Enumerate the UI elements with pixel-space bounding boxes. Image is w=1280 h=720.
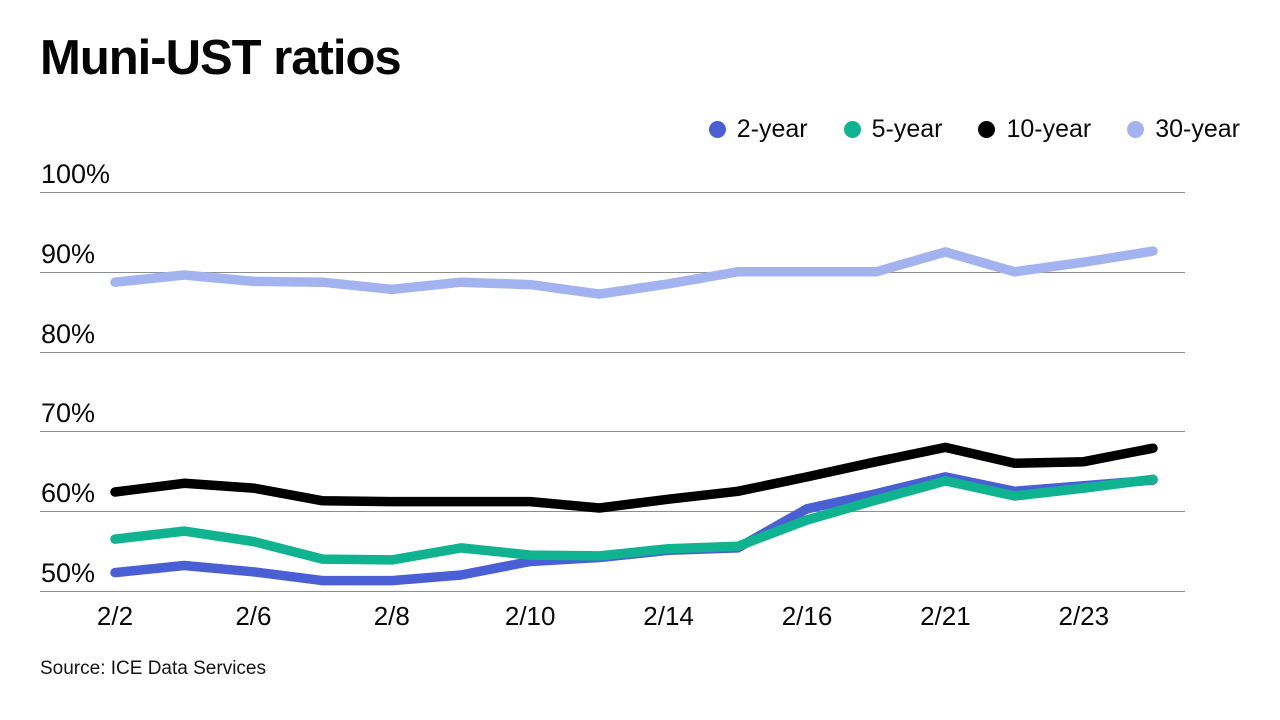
x-axis-label: 2/21 [920, 601, 971, 631]
x-axis-label: 2/6 [235, 601, 272, 631]
series-line-5-year [110, 474, 1158, 565]
gridline [40, 271, 1185, 273]
series-line-30-year [110, 246, 1158, 299]
y-axis-label: 50% [41, 558, 96, 588]
legend-dot-icon [843, 120, 861, 138]
x-axis-label: 2/2 [96, 601, 134, 631]
legend-label: 10-year [1006, 114, 1092, 143]
gridline [40, 351, 1185, 353]
legend-dot-icon [708, 120, 726, 138]
y-axis-label: 100% [41, 159, 111, 189]
y-axis-label: 70% [41, 398, 96, 429]
y-axis-label: 60% [41, 478, 96, 509]
x-axis-label: 2/23 [1058, 601, 1110, 631]
gridline [40, 431, 1185, 433]
legend-item-2-year: 2-year [708, 114, 808, 144]
legend-dot-icon [978, 120, 996, 138]
legend-item-5-year: 5-year [843, 114, 943, 144]
chart-legend: 2-year 5-year 10-year 30-year [708, 112, 1240, 146]
y-axis-label: 80% [41, 318, 96, 349]
chart-title: Muni-UST ratios [40, 31, 402, 85]
legend-label: 5-year [871, 114, 943, 143]
x-axis-label: 2/8 [373, 601, 410, 631]
gridline [40, 591, 1185, 592]
x-axis-label: 2/16 [781, 601, 833, 631]
y-axis-label: 90% [41, 238, 96, 269]
gridline [40, 192, 1185, 193]
x-axis-label: 2/10 [504, 601, 556, 631]
source-note: Source: ICE Data Services [40, 658, 266, 679]
legend-item-30-year: 30-year [1127, 115, 1240, 144]
x-axis-label: 2/14 [643, 601, 694, 631]
legend-item-10-year: 10-year [978, 115, 1091, 144]
legend-label: 2-year [736, 114, 808, 143]
gridline [40, 511, 1185, 513]
legend-dot-icon [1127, 120, 1145, 138]
legend-label: 30-year [1155, 114, 1240, 143]
series-line-10-year [110, 442, 1158, 513]
